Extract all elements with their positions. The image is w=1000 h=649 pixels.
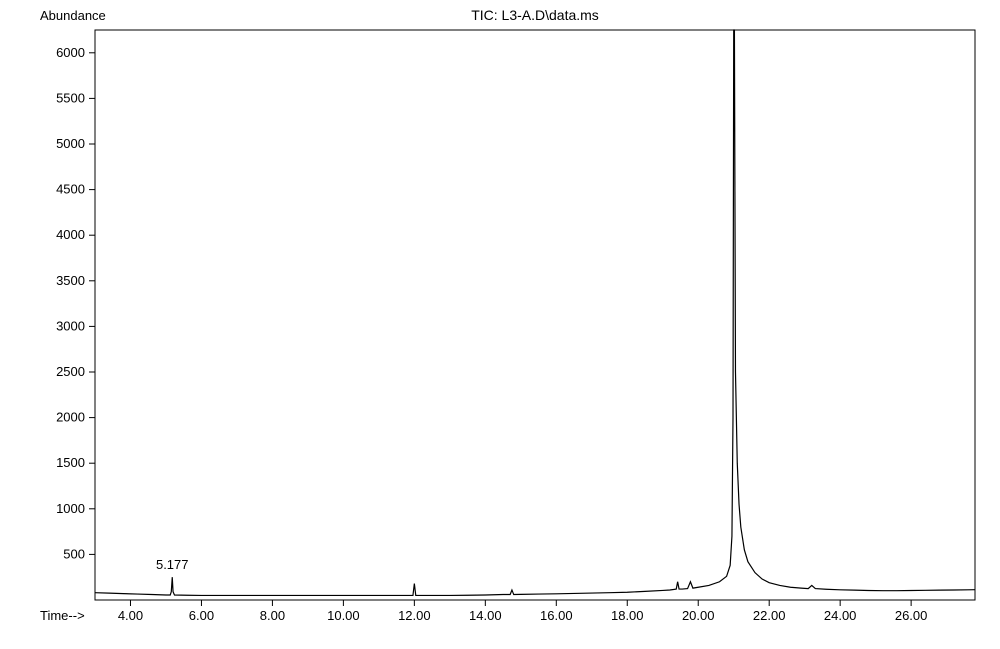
chart-svg: 500 1000 1500 2000 2500 3000 3500 4000 4500 5000 5… bbox=[0, 0, 1000, 649]
y-tick-label: 2500 bbox=[56, 364, 85, 379]
x-axis-title: Time--> bbox=[40, 608, 85, 623]
x-tick-label: 18.00 bbox=[611, 608, 644, 623]
y-tick-label: 1000 bbox=[56, 501, 85, 516]
x-tick-label: 10.00 bbox=[327, 608, 360, 623]
y-axis-title: Abundance bbox=[40, 8, 106, 23]
y-tick-label: 500 bbox=[63, 546, 85, 561]
y-tick-label: 4500 bbox=[56, 182, 85, 197]
peak-label: 5.177 bbox=[156, 557, 189, 572]
x-tick-label: 12.00 bbox=[398, 608, 431, 623]
y-tick-label: 3500 bbox=[56, 273, 85, 288]
chromatogram-chart: 500 1000 1500 2000 2500 3000 3500 4000 4500 5000 5… bbox=[0, 0, 1000, 649]
y-tick-label: 3000 bbox=[56, 318, 85, 333]
y-tick-label: 5000 bbox=[56, 136, 85, 151]
x-tick-label: 24.00 bbox=[824, 608, 857, 623]
y-tick-label: 5500 bbox=[56, 90, 85, 105]
x-tick-label: 20.00 bbox=[682, 608, 715, 623]
chart-title: TIC: L3-A.D\data.ms bbox=[471, 7, 599, 23]
x-tick-label: 16.00 bbox=[540, 608, 573, 623]
y-tick-label: 1500 bbox=[56, 455, 85, 470]
x-tick-label: 14.00 bbox=[469, 608, 502, 623]
chart-bg bbox=[0, 0, 1000, 649]
y-tick-label: 6000 bbox=[56, 45, 85, 60]
x-tick-label: 26.00 bbox=[895, 608, 928, 623]
x-tick-label: 22.00 bbox=[753, 608, 786, 623]
y-tick-label: 4000 bbox=[56, 227, 85, 242]
y-tick-label: 2000 bbox=[56, 410, 85, 425]
x-tick-label: 8.00 bbox=[260, 608, 285, 623]
x-tick-label: 4.00 bbox=[118, 608, 143, 623]
x-tick-label: 6.00 bbox=[189, 608, 214, 623]
